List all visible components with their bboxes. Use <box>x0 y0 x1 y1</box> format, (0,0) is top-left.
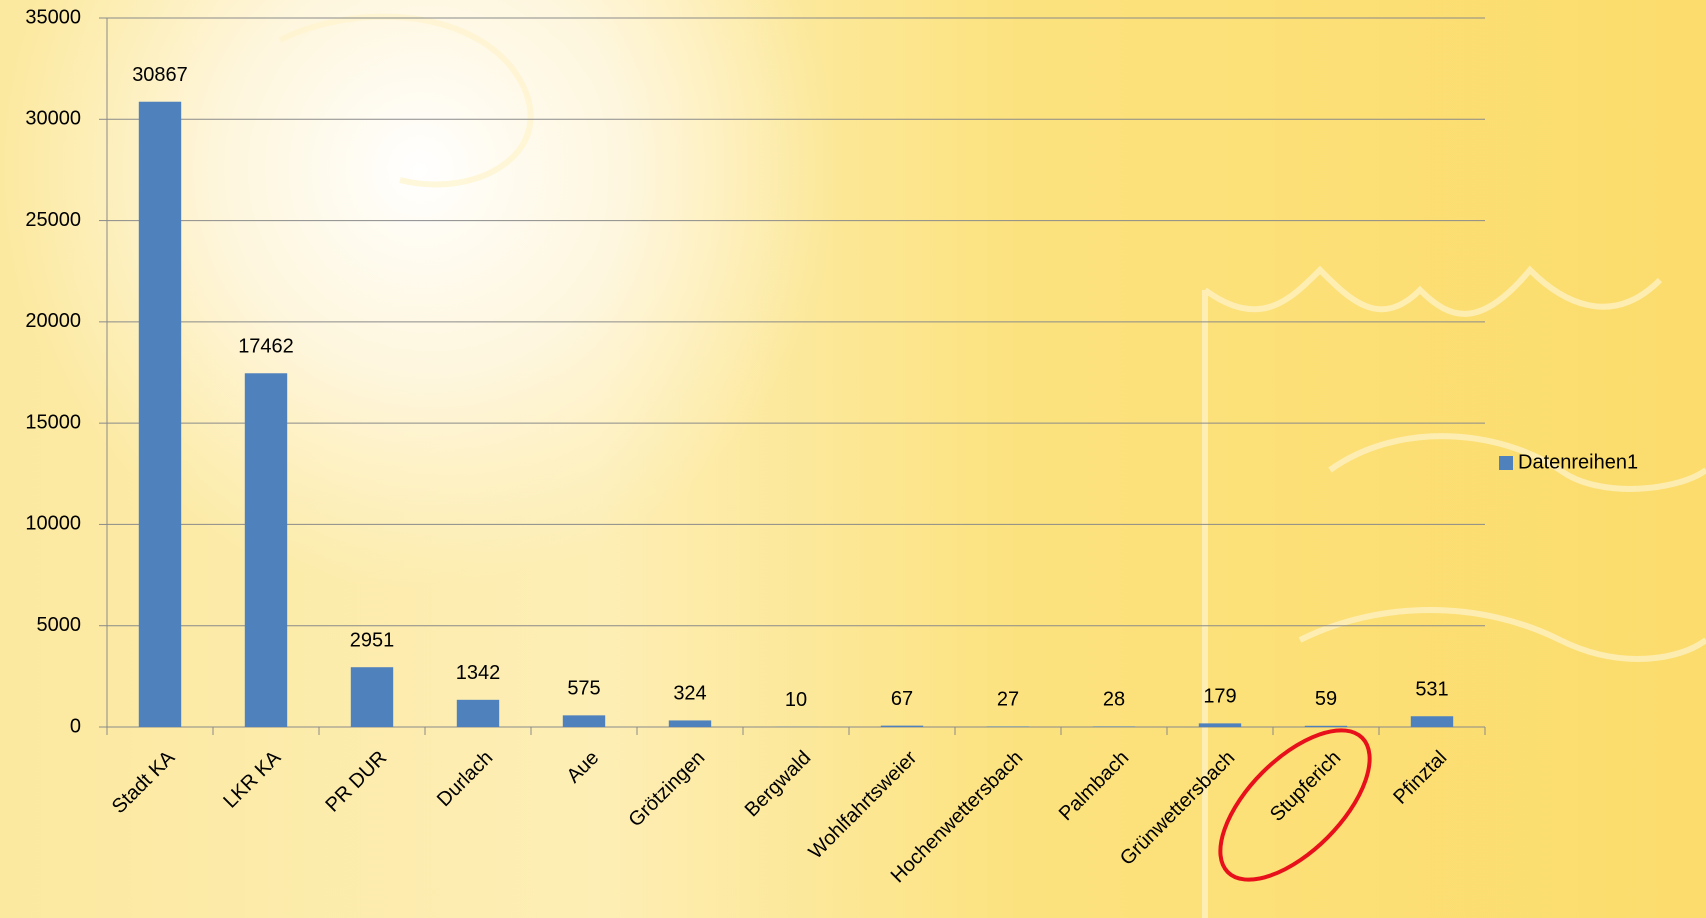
bar <box>562 715 606 727</box>
bar <box>880 725 924 727</box>
data-label: 324 <box>673 683 706 705</box>
bar <box>668 720 712 727</box>
bar <box>456 699 500 727</box>
legend-swatch <box>1499 456 1513 470</box>
legend-label: Datenreihen1 <box>1518 451 1638 473</box>
bar <box>1092 726 1136 727</box>
y-tick-label: 10000 <box>25 513 81 535</box>
bar <box>1304 725 1348 727</box>
data-label: 575 <box>567 678 600 700</box>
y-tick-label: 15000 <box>25 411 81 433</box>
bar <box>986 726 1030 727</box>
bar <box>244 373 288 727</box>
bar <box>350 667 394 727</box>
data-label: 179 <box>1203 686 1236 708</box>
y-tick-label: 0 <box>70 715 81 737</box>
data-label: 28 <box>1103 689 1125 711</box>
data-label: 2951 <box>350 630 395 652</box>
bar <box>1198 723 1242 727</box>
data-label: 17462 <box>238 336 294 358</box>
y-tick-label: 5000 <box>37 614 82 636</box>
data-label: 531 <box>1415 679 1448 701</box>
data-label: 27 <box>997 689 1019 711</box>
data-label: 1342 <box>456 662 501 684</box>
data-label: 30867 <box>132 64 188 86</box>
highlight-ellipse <box>1218 728 1372 882</box>
bar <box>1410 716 1454 727</box>
y-tick-label: 20000 <box>25 310 81 332</box>
bar <box>138 101 182 727</box>
y-tick-label: 35000 <box>25 6 81 28</box>
data-label: 67 <box>891 688 913 710</box>
data-label: 59 <box>1315 688 1337 710</box>
y-tick-label: 30000 <box>25 108 81 130</box>
data-label: 10 <box>785 689 807 711</box>
y-tick-label: 25000 <box>25 209 81 231</box>
